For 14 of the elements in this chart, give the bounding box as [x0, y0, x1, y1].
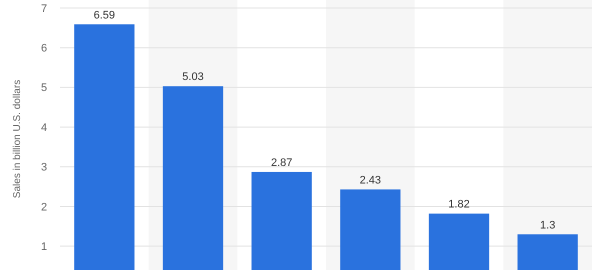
y-tick-label: 1 — [40, 241, 48, 254]
y-axis-title: Sales in billion U.S. dollars — [12, 80, 23, 198]
data-label: 2.87 — [270, 156, 292, 169]
y-tick-label: 3 — [40, 162, 48, 174]
data-label: 1.3 — [540, 219, 556, 232]
y-tick-label: 6 — [40, 42, 48, 55]
data-label: 2.43 — [360, 174, 382, 186]
data-label: 5.03 — [182, 71, 204, 84]
y-tick-label: 7 — [40, 2, 48, 15]
data-label: 1.82 — [448, 198, 470, 211]
y-tick-label: 5 — [40, 82, 48, 94]
y-tick-label: 4 — [40, 122, 48, 134]
data-label: 6.59 — [94, 9, 116, 22]
y-tick-label: 2 — [40, 201, 48, 214]
